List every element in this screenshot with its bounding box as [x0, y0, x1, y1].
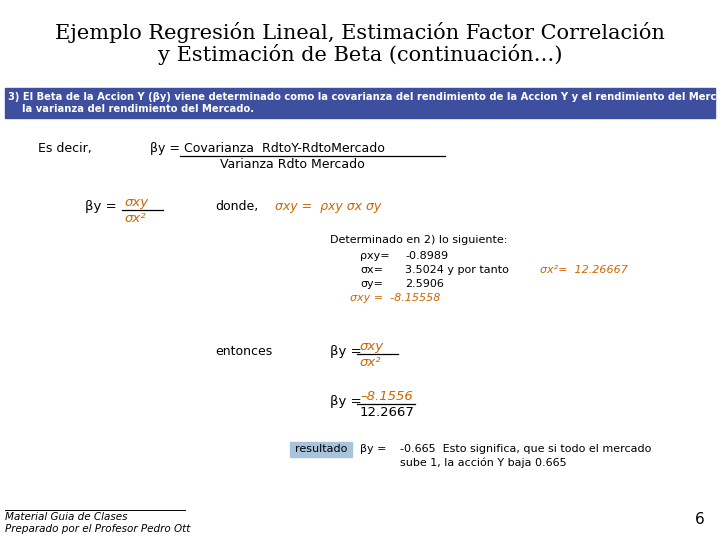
Text: 12.2667: 12.2667: [360, 406, 415, 419]
Text: σy=: σy=: [360, 279, 383, 289]
FancyBboxPatch shape: [290, 442, 352, 457]
Text: Preparado por el Profesor Pedro Ott: Preparado por el Profesor Pedro Ott: [5, 524, 190, 534]
Text: ρxy=: ρxy=: [360, 251, 390, 261]
Text: donde,: donde,: [215, 200, 258, 213]
Text: σxy: σxy: [360, 340, 384, 353]
Text: 6: 6: [696, 512, 705, 527]
Text: y Estimación de Beta (continuación…): y Estimación de Beta (continuación…): [158, 44, 562, 65]
Text: -0.8989: -0.8989: [405, 251, 448, 261]
Text: 3) El Beta de la Accion Y (βy) viene determinado como la covarianza del rendimie: 3) El Beta de la Accion Y (βy) viene det…: [8, 92, 720, 102]
Text: σx=: σx=: [360, 265, 383, 275]
Text: σxy =  ρxy σx σy: σxy = ρxy σx σy: [275, 200, 382, 213]
Text: entonces: entonces: [215, 345, 272, 358]
Text: 3.5024 y por tanto: 3.5024 y por tanto: [405, 265, 509, 275]
Text: -0.665  Esto significa, que si todo el mercado: -0.665 Esto significa, que si todo el me…: [400, 444, 652, 454]
Text: βy =: βy =: [85, 200, 121, 213]
FancyBboxPatch shape: [5, 88, 715, 118]
Text: σxy =  -8.15558: σxy = -8.15558: [350, 293, 441, 303]
Text: –8.1556: –8.1556: [360, 390, 413, 403]
Text: 2.5906: 2.5906: [405, 279, 444, 289]
Text: Material Guia de Clases: Material Guia de Clases: [5, 512, 127, 522]
Text: σx²=  12.26667: σx²= 12.26667: [540, 265, 628, 275]
Text: Varianza Rdto Mercado: Varianza Rdto Mercado: [220, 158, 365, 171]
Text: σxy: σxy: [125, 196, 149, 209]
Text: βy =: βy =: [330, 395, 366, 408]
Text: Determinado en 2) lo siguiente:: Determinado en 2) lo siguiente:: [330, 235, 508, 245]
Text: la varianza del rendimiento del Mercado.: la varianza del rendimiento del Mercado.: [8, 104, 254, 114]
Text: βy = Covarianza  RdtoY-RdtoMercado: βy = Covarianza RdtoY-RdtoMercado: [150, 142, 385, 155]
Text: Es decir,: Es decir,: [38, 142, 91, 155]
Text: sube 1, la acción Y baja 0.665: sube 1, la acción Y baja 0.665: [400, 458, 567, 469]
Text: βy =: βy =: [360, 444, 387, 454]
Text: βy =: βy =: [330, 345, 366, 358]
Text: σx²: σx²: [360, 356, 382, 369]
Text: Ejemplo Regresión Lineal, Estimación Factor Correlación: Ejemplo Regresión Lineal, Estimación Fac…: [55, 22, 665, 43]
Text: resultado: resultado: [294, 444, 347, 454]
Text: σx²: σx²: [125, 212, 147, 225]
